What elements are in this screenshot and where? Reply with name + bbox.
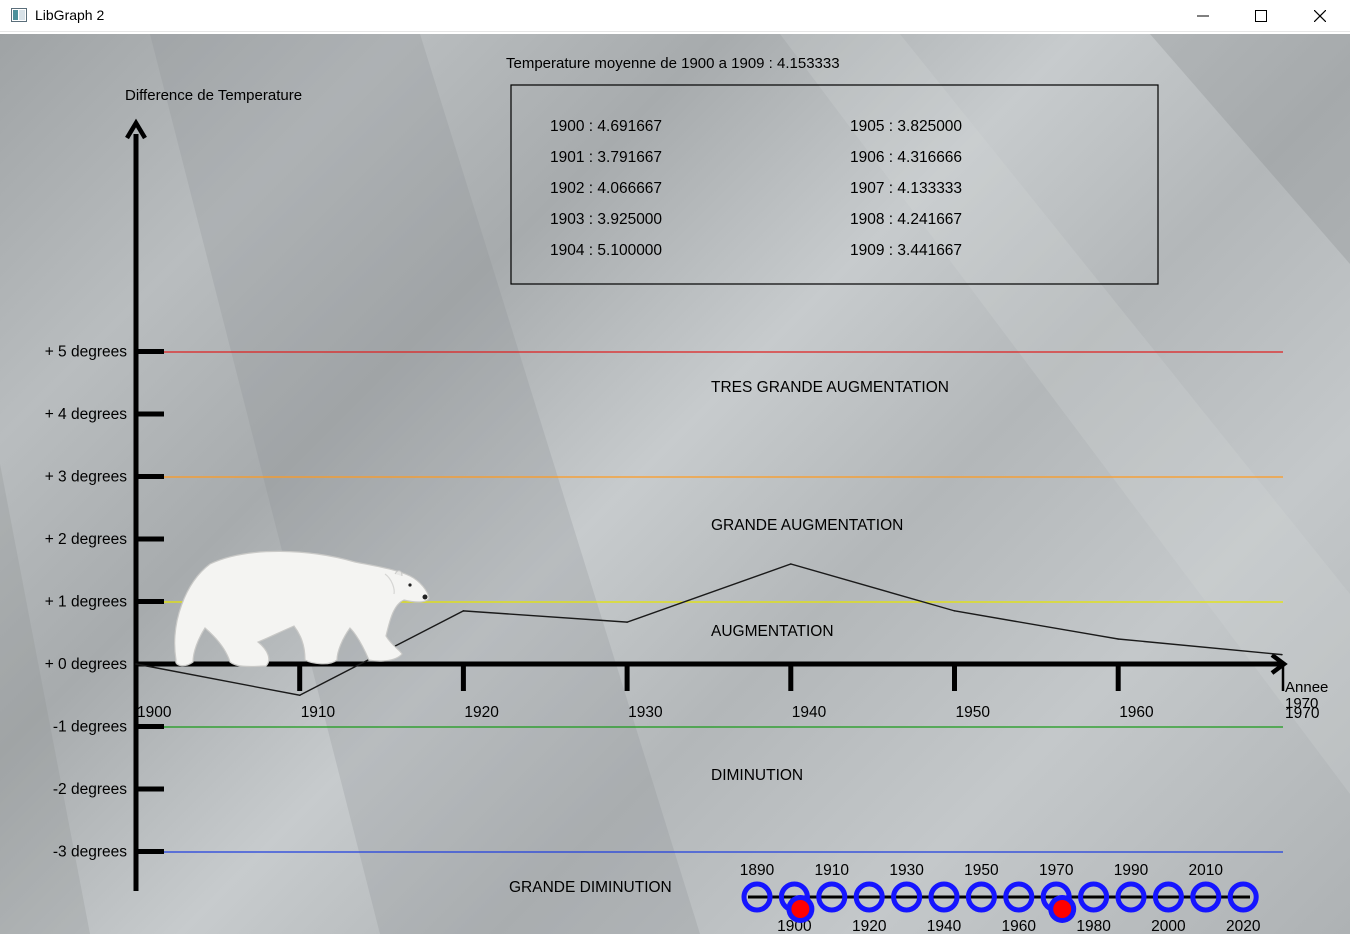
y-tick-label: -1 degrees [53, 719, 127, 736]
y-tick-label: + 1 degrees [45, 594, 128, 611]
polar-bear-illustration [174, 550, 430, 668]
minimize-icon [1197, 15, 1209, 16]
zone-label-high: GRANDE AUGMENTATION [711, 517, 903, 534]
y-tick-label: + 0 degrees [45, 656, 128, 673]
y-tick-label: + 5 degrees [45, 344, 128, 361]
slider-label-bottom: 1920 [852, 918, 887, 934]
y-tick-label: + 3 degrees [45, 469, 128, 486]
slider-label-top: 2010 [1189, 862, 1224, 879]
slider-year-node[interactable] [928, 881, 960, 913]
y-tick-label: + 2 degrees [45, 531, 128, 548]
zone-label-big-decrease: GRANDE DIMINUTION [509, 879, 672, 896]
y-tick-label: + 4 degrees [45, 406, 128, 423]
stat-entry: 1900 : 4.691667 [550, 118, 662, 135]
x-axis-ticks: 1900 1910 1920 1930 1940 1950 1960 1970 [137, 664, 1320, 722]
stat-entry: 1909 : 3.441667 [850, 242, 962, 259]
zone-label-increase: AUGMENTATION [711, 623, 834, 640]
data-point [298, 694, 301, 697]
stats-left-column: 1900 : 4.691667 1901 : 3.791667 1902 : 4… [550, 118, 662, 259]
x-tick-label: 1940 [792, 704, 827, 721]
x-axis-title: Annee [1285, 679, 1328, 696]
data-point [1117, 638, 1119, 640]
x-tick-label: 1970 [1285, 705, 1320, 722]
data-point [1281, 653, 1283, 656]
maximize-button[interactable] [1232, 0, 1290, 31]
x-tick-label: 1960 [1119, 704, 1154, 721]
slider-year-node[interactable] [1227, 881, 1259, 913]
zone-label-very-high: TRES GRANDE AUGMENTATION [711, 379, 949, 396]
close-button[interactable] [1291, 0, 1349, 31]
data-point [135, 663, 137, 665]
slider-label-bottom: 1980 [1076, 918, 1111, 934]
stat-entry: 1907 : 4.133333 [850, 180, 962, 197]
temperature-line [135, 563, 1282, 696]
x-axis-end-overlap-label: 1970 [1285, 695, 1318, 712]
slider-label-top: 1990 [1114, 862, 1149, 879]
x-tick-label: 1920 [464, 704, 499, 721]
window-title: LibGraph 2 [35, 7, 105, 23]
slider-label-bottom: 2020 [1226, 918, 1261, 934]
graph-canvas: Temperature moyenne de 1900 a 1909 : 4.1… [0, 34, 1350, 934]
y-tick-label: -3 degrees [53, 844, 127, 861]
slider-year-node[interactable] [1003, 881, 1035, 913]
slider-year-node[interactable] [1190, 881, 1222, 913]
x-tick-label: 1930 [628, 704, 663, 721]
background-texture [0, 34, 1350, 934]
slider-year-node[interactable] [853, 881, 885, 913]
stats-box [510, 84, 1159, 285]
x-tick-label: 1950 [956, 704, 991, 721]
x-tick-label: 1910 [301, 704, 336, 721]
maximize-icon [1255, 9, 1267, 22]
stat-entry: 1903 : 3.925000 [550, 211, 662, 228]
title-bar[interactable]: LibGraph 2 [0, 0, 1350, 32]
data-point [953, 610, 956, 612]
stats-right-column: 1905 : 3.825000 1906 : 4.316666 1907 : 4… [850, 118, 962, 259]
slider-label-top: 1890 [740, 862, 775, 879]
slider-label-top: 1970 [1039, 862, 1074, 879]
slider-year-node[interactable] [1078, 881, 1110, 913]
y-axis-title: Difference de Temperature [125, 87, 302, 104]
slider-label-bottom: 1960 [1002, 918, 1037, 934]
slider-label-top: 1950 [964, 862, 999, 879]
app-icon [11, 8, 27, 22]
stat-entry: 1905 : 3.825000 [850, 118, 962, 135]
x-tick-label: 1900 [137, 704, 172, 721]
slider-label-top: 1930 [889, 862, 924, 879]
slider-year-node[interactable] [891, 881, 923, 913]
slider-year-node[interactable] [816, 881, 848, 913]
slider-label-bottom: 1940 [927, 918, 962, 934]
temperature-chart: Temperature moyenne de 1900 a 1909 : 4.1… [0, 34, 1350, 934]
y-axis-arrow [125, 118, 147, 140]
stat-entry: 1904 : 5.100000 [550, 242, 662, 259]
stat-entry: 1906 : 4.316666 [850, 149, 962, 166]
average-temperature-label: Temperature moyenne de 1900 a 1909 : 4.1… [506, 55, 840, 72]
slider-year-node[interactable] [1152, 881, 1184, 913]
close-icon [1314, 9, 1326, 22]
stat-entry: 1908 : 4.241667 [850, 211, 962, 228]
zone-label-decrease: DIMINUTION [711, 767, 803, 784]
data-point [626, 621, 628, 623]
data-point [790, 563, 792, 565]
stat-entry: 1902 : 4.066667 [550, 180, 662, 197]
slider-year-node[interactable] [965, 881, 997, 913]
slider-year-node[interactable] [741, 881, 773, 913]
slider-label-top: 1910 [815, 862, 850, 879]
slider-selected-marker [791, 900, 810, 918]
slider-year-node[interactable] [1115, 881, 1147, 913]
stat-entry: 1901 : 3.791667 [550, 149, 662, 166]
temperature-series [135, 563, 1283, 697]
slider-selected-marker [1053, 900, 1072, 918]
minimize-button[interactable] [1174, 0, 1232, 31]
y-tick-label: -2 degrees [53, 781, 127, 798]
data-point [462, 610, 465, 612]
slider-label-bottom: 2000 [1151, 918, 1186, 934]
y-axis-ticks: + 5 degrees + 4 degrees + 3 degrees + 2 deg… [45, 344, 164, 861]
